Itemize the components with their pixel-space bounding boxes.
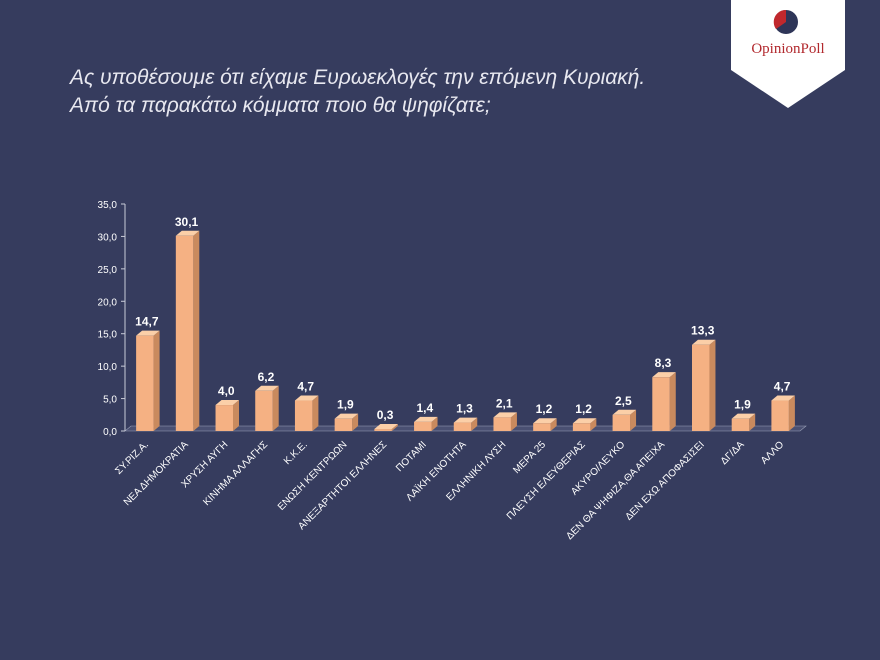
- value-label: 0,3: [377, 408, 394, 422]
- bar: [136, 335, 154, 431]
- bar: [175, 235, 194, 431]
- value-label: 1,2: [575, 402, 592, 416]
- bar: [493, 417, 511, 431]
- bar: [572, 423, 591, 431]
- value-label: 2,1: [496, 396, 513, 410]
- bar-top: [533, 418, 557, 424]
- logo-icon-slice: [773, 9, 786, 29]
- value-label: 4,7: [297, 380, 314, 394]
- bar-top: [414, 416, 438, 422]
- bar-top: [652, 372, 676, 378]
- y-tick-label: 25,0: [98, 265, 118, 276]
- y-tick-label: 10,0: [98, 362, 118, 373]
- logo-text: OpinionPoll: [751, 41, 824, 57]
- value-label: 4,0: [218, 384, 235, 398]
- y-tick-label: 5,0: [103, 395, 117, 406]
- bar-top: [294, 395, 319, 401]
- bar-side: [352, 413, 359, 431]
- bar: [374, 429, 392, 431]
- bar-top: [215, 400, 239, 406]
- bar-side: [630, 409, 637, 431]
- bar-side: [233, 400, 239, 431]
- bar-side: [391, 424, 398, 431]
- bar: [255, 390, 273, 431]
- bar-top: [771, 395, 795, 401]
- bar-side: [312, 395, 319, 431]
- value-label: 2,5: [615, 394, 632, 408]
- bar: [652, 377, 670, 431]
- value-label: 1,3: [456, 402, 473, 416]
- value-label: 1,9: [734, 398, 751, 412]
- bar-side: [272, 385, 279, 431]
- bar-top: [612, 409, 637, 415]
- bar-top: [136, 330, 160, 336]
- bar-side: [193, 230, 200, 431]
- value-label: 1,2: [536, 402, 553, 416]
- logo-badge: [731, 0, 845, 108]
- bar: [771, 400, 789, 431]
- bar-side: [669, 372, 676, 431]
- y-tick-label: 0,0: [103, 427, 117, 438]
- value-label: 1,4: [416, 401, 433, 415]
- bar-top: [334, 413, 359, 419]
- bar: [533, 423, 551, 431]
- bar-side: [153, 330, 160, 431]
- bar-side: [431, 416, 438, 431]
- y-tick-label: 15,0: [98, 330, 118, 341]
- bar: [453, 422, 472, 431]
- bar: [215, 405, 233, 431]
- bar-top: [692, 339, 716, 345]
- bar: [414, 421, 432, 431]
- bar-side: [590, 418, 597, 431]
- bar: [731, 418, 750, 431]
- bar-side: [550, 418, 557, 431]
- value-label: 8,3: [655, 356, 672, 370]
- bar-top: [374, 424, 398, 430]
- y-tick-label: 30,0: [98, 232, 118, 243]
- bar-side: [709, 339, 716, 431]
- bar-top: [453, 417, 478, 423]
- bar-top: [493, 412, 517, 418]
- bar: [294, 400, 313, 431]
- y-tick-label: 20,0: [98, 297, 118, 308]
- value-label: 1,9: [337, 398, 354, 412]
- bar-side: [510, 412, 517, 431]
- value-label: 30,1: [175, 215, 199, 229]
- bar-top: [175, 230, 200, 236]
- chart-title: Ας υποθέσουμε ότι είχαμε Ευρωεκλογές την…: [68, 66, 645, 89]
- bar-side: [749, 413, 756, 431]
- bar-top: [255, 385, 279, 391]
- value-label: 13,3: [691, 324, 715, 338]
- bar-side: [471, 417, 478, 431]
- value-label: 14,7: [135, 315, 159, 329]
- bar: [612, 414, 631, 431]
- bar-side: [788, 395, 795, 431]
- value-label: 6,2: [258, 370, 275, 384]
- bar-top: [572, 418, 597, 424]
- bar: [692, 344, 710, 431]
- bar-top: [731, 413, 756, 419]
- bar: [334, 418, 353, 431]
- chart-subtitle: Από τα παρακάτω κόμματα ποιο θα ψηφίζατε…: [68, 94, 491, 117]
- y-tick-label: 35,0: [98, 200, 118, 211]
- value-label: 4,7: [774, 380, 791, 394]
